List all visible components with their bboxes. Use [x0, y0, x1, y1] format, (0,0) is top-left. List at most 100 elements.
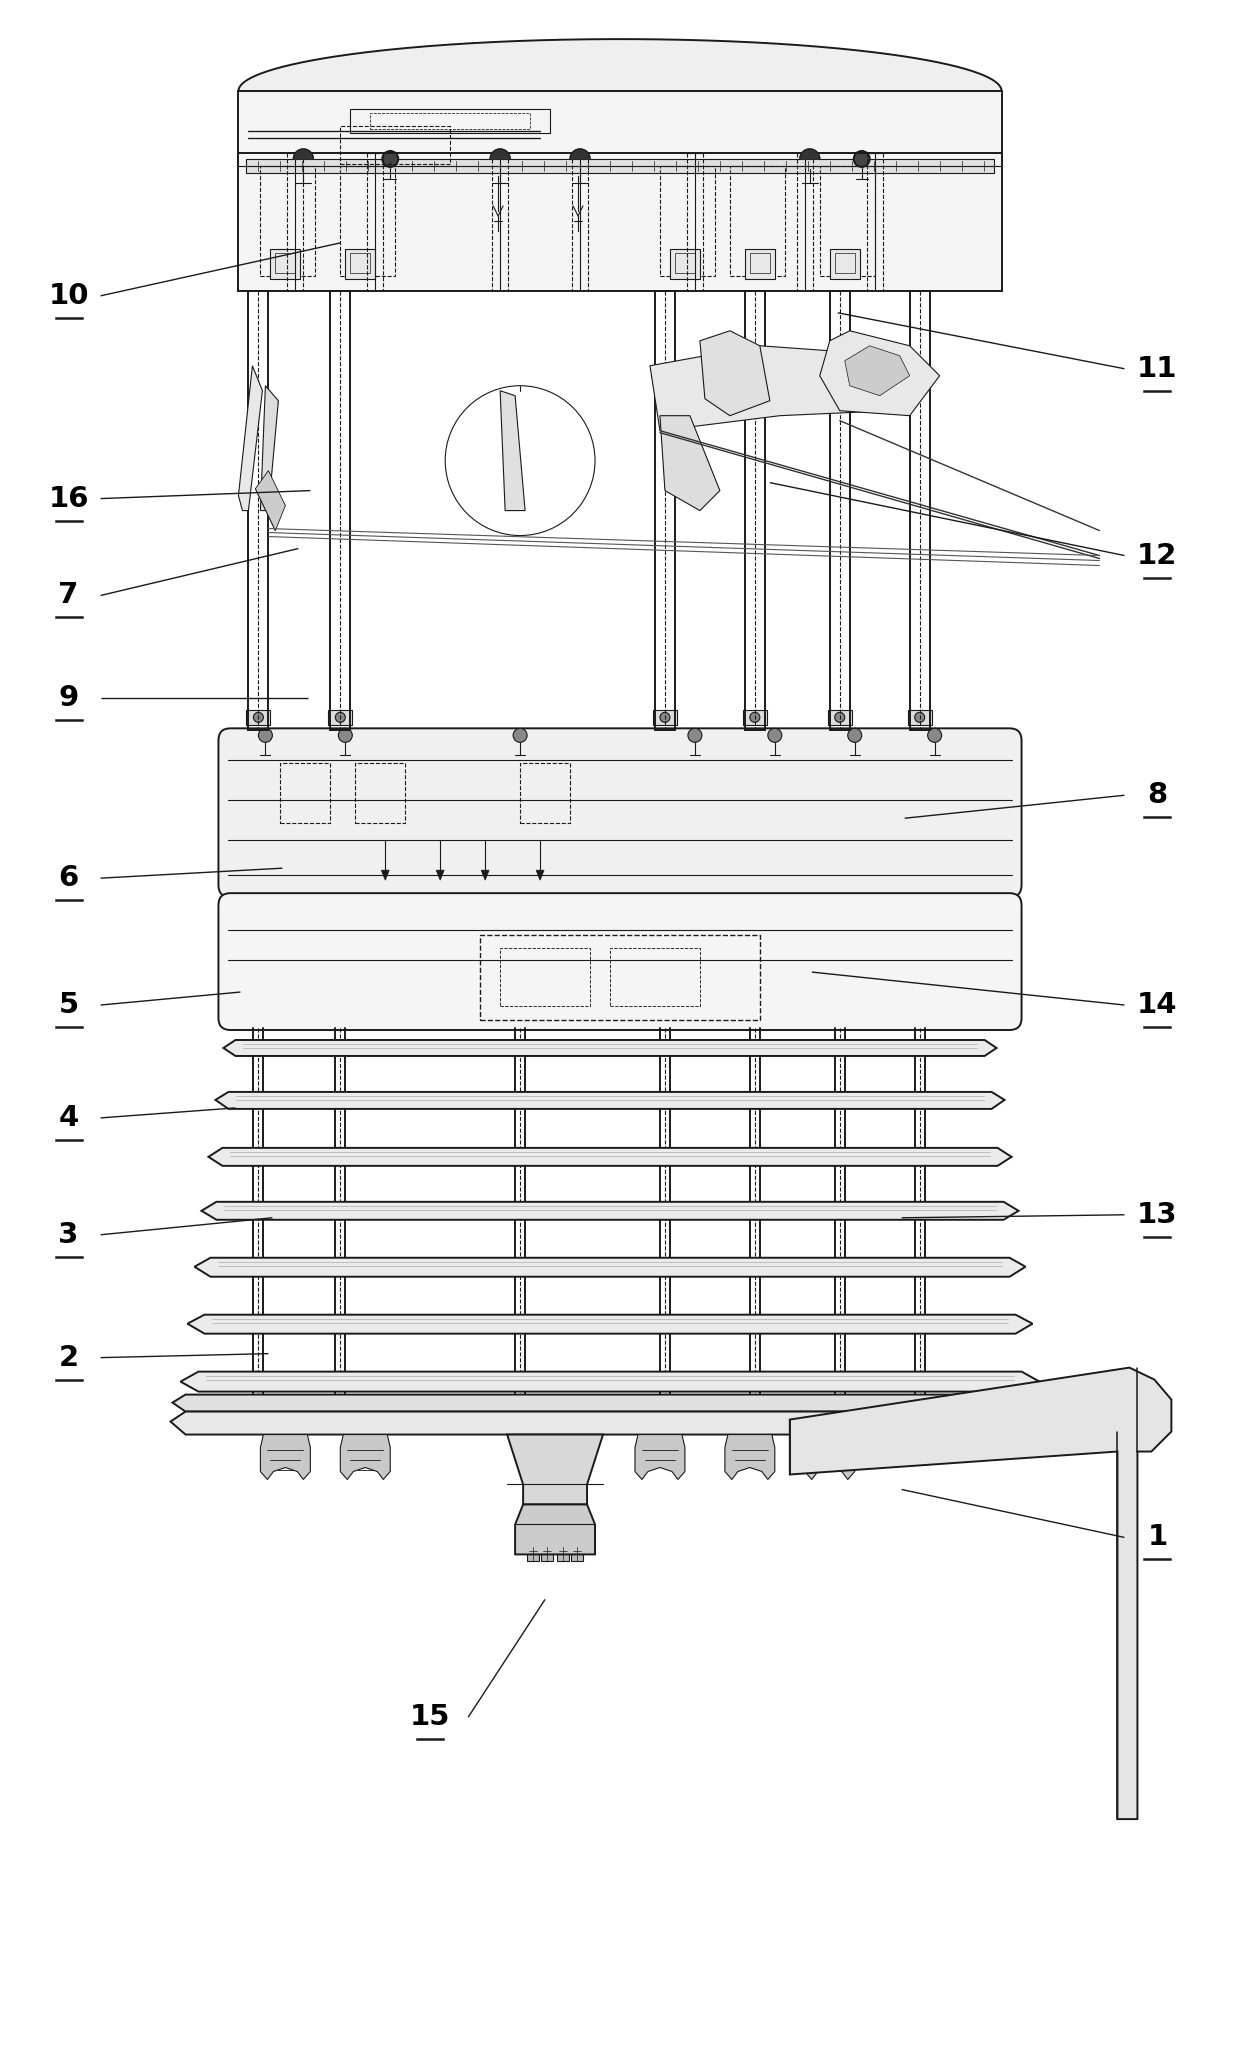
Bar — [557, 1547, 569, 1561]
Polygon shape — [238, 366, 263, 510]
Polygon shape — [171, 1411, 1049, 1434]
Bar — [670, 249, 699, 280]
Polygon shape — [436, 870, 444, 880]
Polygon shape — [699, 331, 770, 416]
Polygon shape — [805, 1434, 854, 1479]
Bar — [541, 1547, 553, 1561]
Polygon shape — [660, 416, 720, 510]
Bar — [247, 158, 993, 173]
Circle shape — [382, 150, 398, 167]
Bar — [329, 710, 352, 726]
Polygon shape — [340, 1434, 391, 1479]
Polygon shape — [195, 1257, 1025, 1277]
Circle shape — [253, 712, 263, 722]
Bar — [660, 167, 715, 276]
Bar — [247, 710, 270, 726]
Text: 8: 8 — [1147, 782, 1167, 808]
Text: 12: 12 — [1137, 541, 1178, 570]
Bar — [730, 167, 785, 276]
Polygon shape — [800, 148, 820, 158]
Text: 7: 7 — [58, 582, 79, 609]
Bar — [275, 253, 295, 274]
Bar — [500, 948, 590, 1006]
Polygon shape — [201, 1201, 1018, 1220]
Text: 5: 5 — [58, 991, 78, 1018]
Text: 11: 11 — [1137, 354, 1178, 383]
Circle shape — [928, 728, 941, 743]
Bar — [371, 113, 531, 130]
Polygon shape — [490, 148, 510, 158]
Polygon shape — [223, 1041, 997, 1055]
Text: 9: 9 — [58, 685, 79, 712]
Circle shape — [258, 728, 273, 743]
Circle shape — [335, 712, 345, 722]
Circle shape — [750, 712, 760, 722]
Bar — [520, 763, 570, 823]
Circle shape — [660, 712, 670, 722]
Bar — [238, 91, 1002, 290]
Polygon shape — [725, 1434, 775, 1479]
Bar — [750, 253, 770, 274]
Bar — [480, 936, 760, 1020]
Bar — [820, 167, 874, 276]
Text: 6: 6 — [58, 864, 79, 893]
Polygon shape — [255, 471, 285, 531]
Polygon shape — [515, 1504, 595, 1555]
Bar — [743, 710, 766, 726]
Bar — [745, 249, 775, 280]
Polygon shape — [208, 1148, 1012, 1166]
Bar — [340, 167, 396, 276]
Text: 2: 2 — [58, 1343, 78, 1372]
Polygon shape — [844, 346, 910, 395]
Bar — [835, 253, 854, 274]
Polygon shape — [650, 346, 930, 430]
Bar — [908, 710, 931, 726]
Bar — [280, 763, 330, 823]
Bar — [351, 253, 371, 274]
Polygon shape — [216, 1092, 1004, 1109]
Polygon shape — [187, 1314, 1033, 1333]
Polygon shape — [381, 870, 389, 880]
Polygon shape — [635, 1434, 684, 1479]
Circle shape — [835, 712, 844, 722]
Polygon shape — [172, 1395, 1048, 1411]
Polygon shape — [570, 148, 590, 158]
Bar — [828, 710, 852, 726]
Bar — [527, 1547, 539, 1561]
Bar — [351, 109, 551, 134]
FancyBboxPatch shape — [218, 728, 1022, 897]
Polygon shape — [260, 1434, 310, 1479]
Bar — [340, 125, 450, 165]
Circle shape — [848, 728, 862, 743]
Bar — [572, 1547, 583, 1561]
Bar — [675, 253, 694, 274]
Bar — [610, 948, 699, 1006]
Polygon shape — [181, 1372, 1039, 1393]
Bar — [653, 710, 677, 726]
Text: 15: 15 — [410, 1703, 450, 1732]
Polygon shape — [500, 391, 525, 510]
Bar — [356, 763, 405, 823]
Polygon shape — [536, 870, 544, 880]
Polygon shape — [260, 387, 279, 510]
Bar — [270, 249, 300, 280]
Circle shape — [513, 728, 527, 743]
Bar — [260, 167, 315, 276]
Polygon shape — [507, 1434, 603, 1504]
FancyBboxPatch shape — [218, 893, 1022, 1031]
Text: 13: 13 — [1137, 1201, 1178, 1228]
Circle shape — [688, 728, 702, 743]
Text: 4: 4 — [58, 1105, 79, 1131]
Polygon shape — [790, 1368, 1172, 1818]
Polygon shape — [820, 331, 940, 416]
Text: 1: 1 — [1147, 1524, 1168, 1551]
Text: 10: 10 — [48, 282, 89, 311]
Text: 16: 16 — [48, 485, 89, 512]
Circle shape — [853, 150, 869, 167]
Polygon shape — [481, 870, 489, 880]
Circle shape — [915, 712, 925, 722]
Bar — [345, 249, 376, 280]
Polygon shape — [294, 148, 314, 158]
Bar — [830, 249, 859, 280]
Circle shape — [768, 728, 781, 743]
